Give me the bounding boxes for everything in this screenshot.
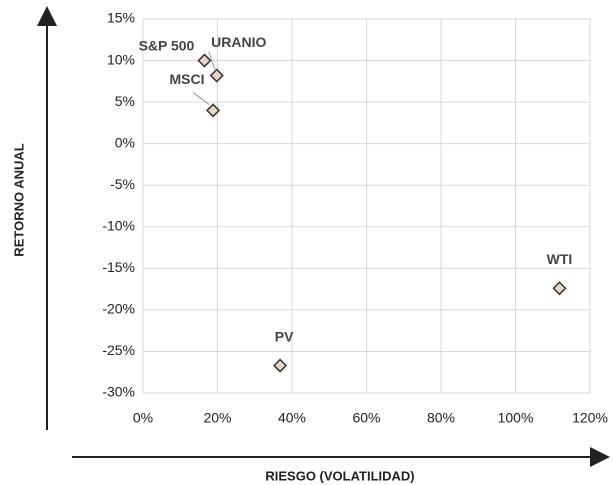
x-axis-title: RIESGO (VOLATILIDAD) (265, 468, 414, 483)
x-tick-label: 40% (278, 410, 306, 426)
point (273, 358, 288, 373)
y-tick-label: -30% (102, 384, 135, 400)
y-tick-label: -15% (102, 259, 135, 275)
y-axis-title: RETORNO ANUAL (11, 143, 26, 256)
point-label: URANIO (211, 34, 266, 50)
y-tick-label: -5% (110, 176, 135, 192)
x-tick-label: 20% (203, 410, 231, 426)
y-tick-label: 0% (115, 134, 135, 150)
point-label: WTI (547, 251, 573, 267)
y-tick-label: 15% (107, 10, 135, 26)
point (205, 103, 221, 118)
y-tick-label: 10% (107, 51, 135, 67)
point (209, 68, 224, 83)
point-label: PV (275, 328, 294, 344)
point (552, 281, 567, 296)
x-tick-label: 80% (427, 410, 455, 426)
y-tick-label: -20% (102, 301, 135, 317)
y-tick-label: 5% (115, 93, 135, 109)
x-tick-label: 120% (572, 410, 608, 426)
x-tick-label: 100% (498, 410, 534, 426)
y-tick-label: -10% (102, 217, 135, 233)
leader-line (208, 51, 216, 70)
point-label: MSCI (170, 71, 205, 87)
point-label: S&P 500 (139, 37, 195, 53)
point (197, 53, 212, 68)
leader-line (192, 92, 210, 105)
y-tick-label: -25% (102, 342, 135, 358)
x-tick-label: 60% (352, 410, 380, 426)
x-tick-label: 0% (133, 410, 153, 426)
